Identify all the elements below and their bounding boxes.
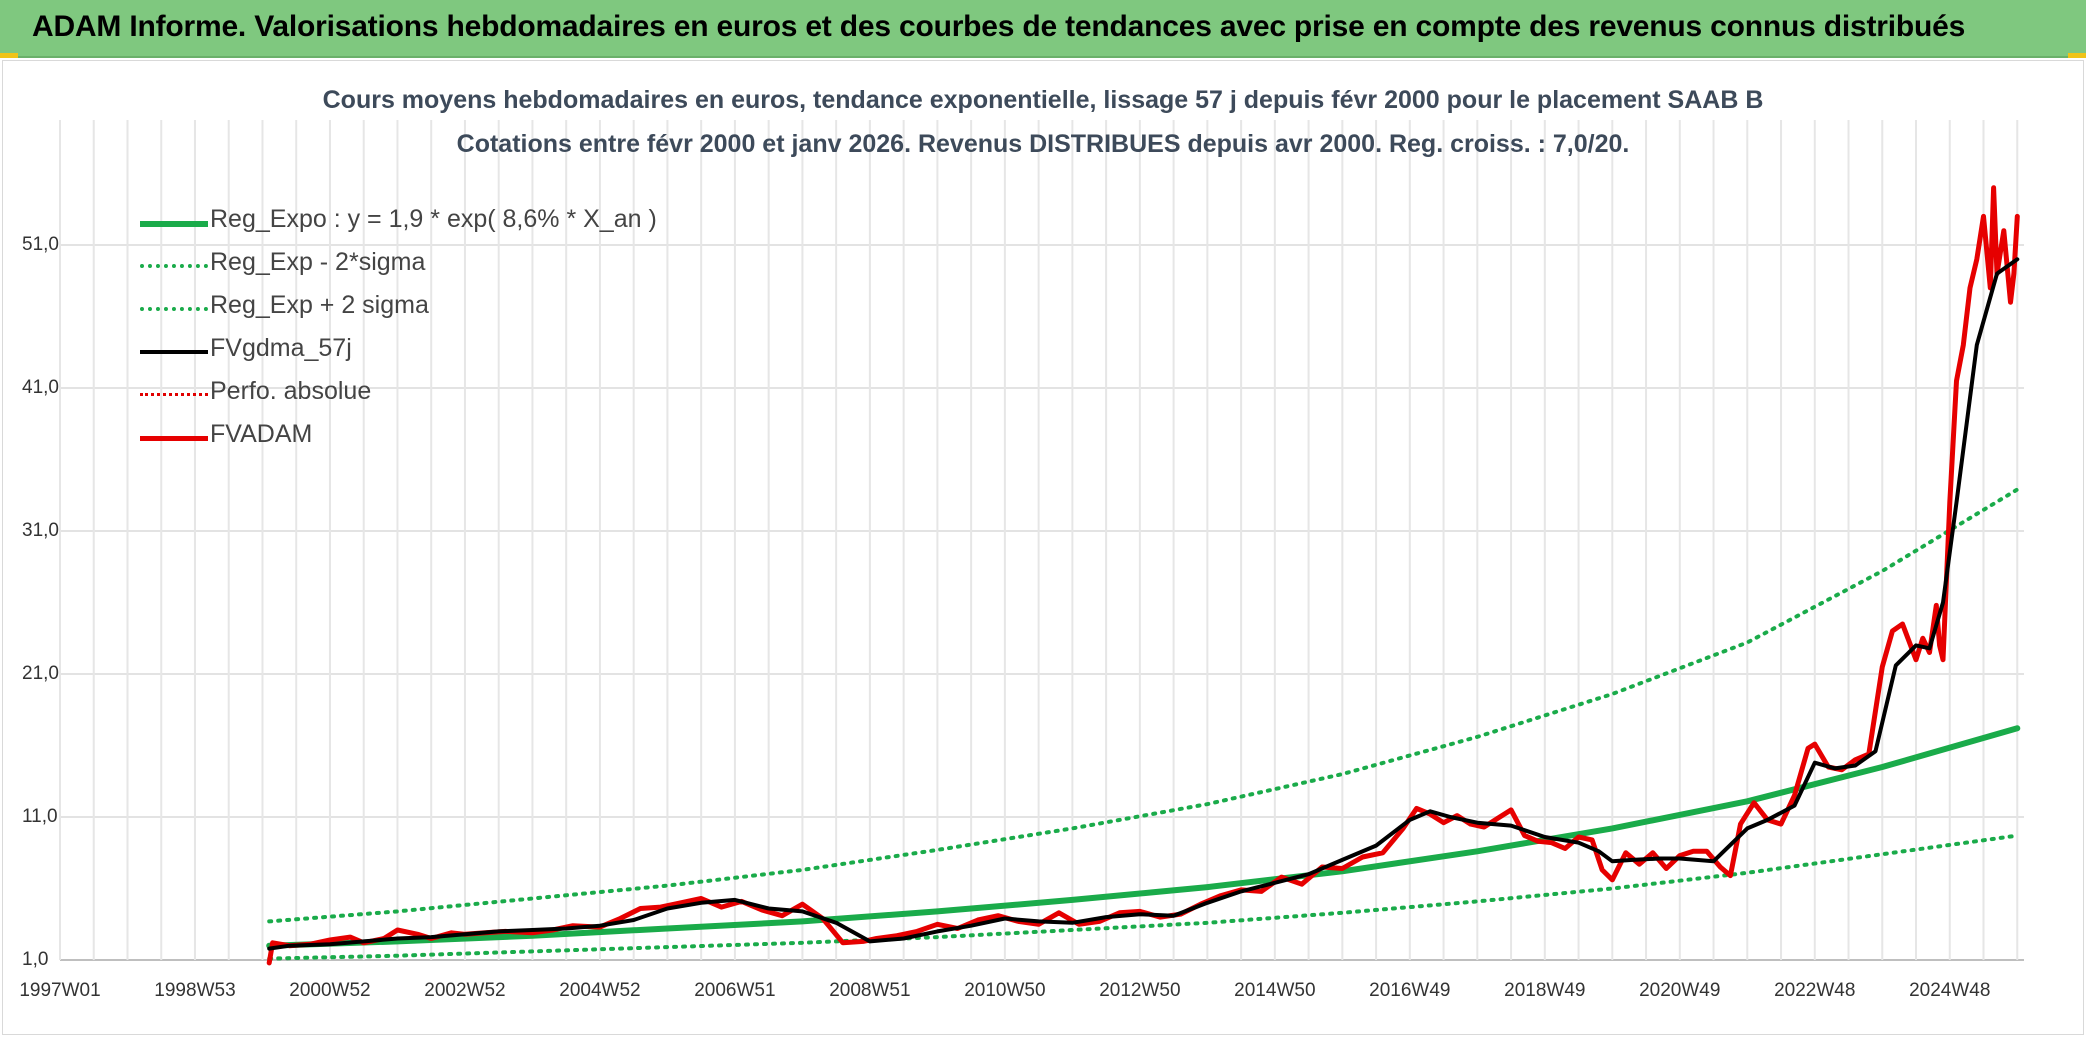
x-tick-label: 2000W52 <box>289 980 371 1001</box>
legend-item: FVADAM <box>140 415 700 458</box>
legend-item: Reg_Exp + 2 sigma <box>140 286 700 329</box>
legend-swatch <box>140 264 208 268</box>
x-tick-label: 2006W51 <box>694 980 776 1001</box>
legend-label: Perfo. absolue <box>210 377 372 405</box>
legend-item: Perfo. absolue <box>140 372 700 415</box>
y-tick-label: 11,0 <box>22 806 58 827</box>
x-tick-label: 1998W53 <box>154 980 236 1001</box>
legend-swatch <box>140 307 208 311</box>
legend-swatch <box>140 393 208 396</box>
chart-subtitle: Cotations entre févr 2000 et janv 2026. … <box>456 130 1630 158</box>
series-lines <box>266 185 2021 966</box>
x-tick-label: 2022W48 <box>1774 980 1856 1001</box>
report-title: ADAM Informe. Valorisations hebdomadaire… <box>32 10 1966 43</box>
y-tick-label: 21,0 <box>22 663 59 684</box>
legend-swatch <box>140 350 208 354</box>
legend-item: Reg_Expo : y = 1,9 * exp( 8,6% * X_an ) <box>140 200 700 243</box>
legend-label: FVgdma_57j <box>210 334 352 362</box>
y-tick-label: 1,0 <box>22 949 49 970</box>
legend-label: Reg_Expo : y = 1,9 * exp( 8,6% * X_an ) <box>210 205 657 233</box>
y-tick-label: 41,0 <box>22 377 59 398</box>
series-line-0 <box>266 725 2021 949</box>
x-tick-label: 2014W50 <box>1234 980 1316 1001</box>
series-line-3 <box>267 257 2020 951</box>
legend-item: Reg_Exp - 2*sigma <box>140 243 700 286</box>
chart-area <box>2 60 2084 1035</box>
legend-label: FVADAM <box>210 420 313 448</box>
corner-mark-left <box>0 53 18 58</box>
corner-mark-right <box>2068 53 2086 58</box>
legend-item: FVgdma_57j <box>140 329 700 372</box>
grid-lines <box>59 120 2024 961</box>
x-tick-label: 2008W51 <box>829 980 911 1001</box>
report-banner: ADAM Informe. Valorisations hebdomadaire… <box>0 0 2086 58</box>
x-tick-label: 2004W52 <box>559 980 641 1001</box>
chart-title: Cours moyens hebdomadaires en euros, ten… <box>322 86 1764 114</box>
y-tick-label: 51,0 <box>22 234 59 255</box>
legend-swatch <box>140 436 208 441</box>
legend-label: Reg_Exp - 2*sigma <box>210 248 426 276</box>
series-line-5 <box>266 185 2020 966</box>
x-tick-label: 2016W49 <box>1369 980 1451 1001</box>
x-tick-label: 2012W50 <box>1099 980 1181 1001</box>
y-tick-label: 31,0 <box>22 520 59 541</box>
legend-label: Reg_Exp + 2 sigma <box>210 291 429 319</box>
x-tick-label: 1997W01 <box>19 980 101 1001</box>
series-line-1 <box>267 833 2020 961</box>
series-line-2 <box>267 487 2020 924</box>
legend-swatch <box>140 221 208 227</box>
x-tick-label: 2002W52 <box>424 980 506 1001</box>
x-tick-label: 2010W50 <box>964 980 1046 1001</box>
x-tick-label: 2020W49 <box>1639 980 1721 1001</box>
x-tick-label: 2024W48 <box>1909 980 1991 1001</box>
x-tick-label: 2018W49 <box>1504 980 1586 1001</box>
chart-legend: Reg_Expo : y = 1,9 * exp( 8,6% * X_an ) R… <box>140 200 700 458</box>
